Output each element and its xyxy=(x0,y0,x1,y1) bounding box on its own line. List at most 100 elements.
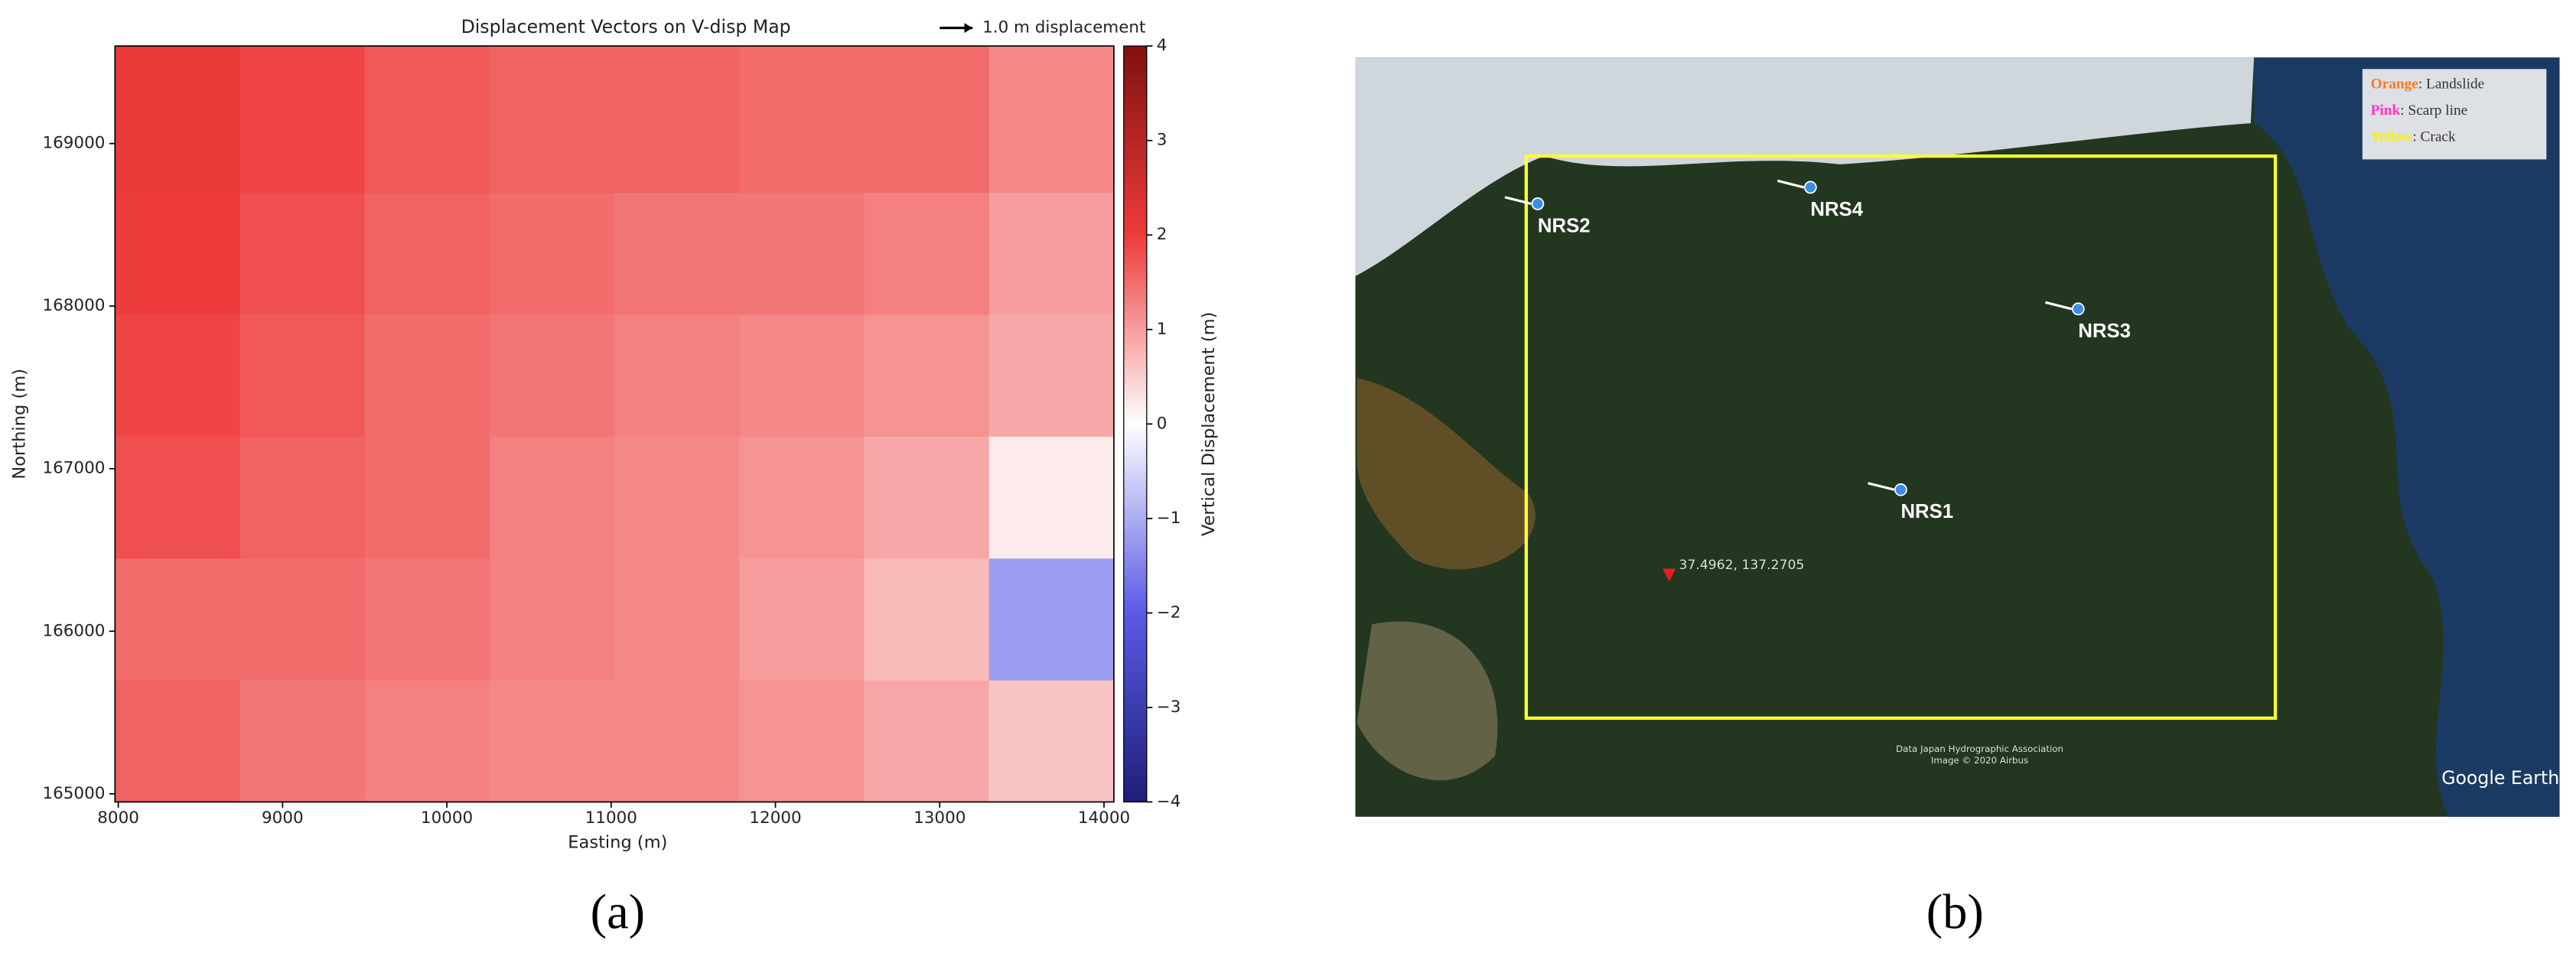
x-axis-label: Easting (m) xyxy=(568,833,667,853)
legend-key: Yellow xyxy=(2371,129,2413,145)
heatmap-cell xyxy=(988,46,1115,194)
x-tick-label: 10000 xyxy=(421,808,473,828)
heatmap-cell xyxy=(739,558,865,681)
heatmap-cell xyxy=(614,436,740,559)
colorbar-tick-label: −4 xyxy=(1157,792,1181,811)
heatmap-cell xyxy=(239,436,366,559)
colorbar-tick-label: 0 xyxy=(1157,414,1168,433)
heatmap-cell xyxy=(364,680,490,803)
colorbar-label: Vertical Displacement (m) xyxy=(1199,312,1219,536)
y-axis-label: Northing (m) xyxy=(9,369,29,480)
heatmap-cell xyxy=(739,192,865,315)
heatmap-cell xyxy=(739,314,865,437)
heatmap-cell xyxy=(364,46,490,194)
colorbar-tick-label: 2 xyxy=(1157,225,1168,244)
heatmap-cell xyxy=(239,314,366,437)
heatmap-cell xyxy=(115,192,241,315)
heatmap-cell xyxy=(489,314,615,437)
heatmap-cell xyxy=(115,314,241,437)
panel-b: Orange: Landslide Pink: Scarp line Yellow:… xyxy=(1355,57,2560,817)
colorbar-tick-label: −1 xyxy=(1157,509,1181,528)
sea-east xyxy=(2254,57,2560,817)
site-arrow xyxy=(1504,196,1532,205)
heatmap-cell xyxy=(864,192,990,315)
heatmap-cell xyxy=(489,46,615,194)
legend-key: Orange xyxy=(2371,76,2419,93)
site-label: NRS3 xyxy=(2078,320,2131,342)
landslide-area xyxy=(1356,378,1536,570)
heatmap-cell xyxy=(115,436,241,559)
map-legend-box xyxy=(2362,69,2547,160)
caption: (a) xyxy=(591,885,645,939)
legend-text: : Scarp line xyxy=(2400,103,2467,119)
colorbar-tick-label: −2 xyxy=(1157,603,1181,622)
heatmap-cell xyxy=(115,680,241,803)
study-area xyxy=(1524,154,2278,721)
heatmap-cell xyxy=(614,192,740,315)
chart-title: Displacement Vectors on V-disp Map xyxy=(461,16,791,37)
heatmap-cell xyxy=(239,680,366,803)
heatmap-cell xyxy=(115,558,241,681)
heatmap-cell xyxy=(614,558,740,681)
y-tick-label: 165000 xyxy=(42,784,105,803)
heatmap-cell xyxy=(239,192,366,315)
heatmap-cell xyxy=(614,46,740,194)
site-arrow xyxy=(2045,301,2073,311)
panel-a: Displacement Vectors on V-disp Map 1.0 m… xyxy=(9,16,1219,853)
heatmap-cell xyxy=(988,314,1115,437)
legend-key: Pink xyxy=(2371,103,2401,119)
map-legend-entry: Yellow: Crack xyxy=(2371,129,2456,145)
colorbar-tick-label: 4 xyxy=(1157,36,1168,55)
site-arrow xyxy=(1868,482,1895,491)
heatmap-cell xyxy=(115,46,241,194)
heatmap-cell xyxy=(364,436,490,559)
heatmap-cell xyxy=(988,680,1115,803)
heatmap-cell xyxy=(614,314,740,437)
sea-north xyxy=(1355,57,2255,276)
y-tick-label: 169000 xyxy=(42,134,105,153)
heatmap-cell xyxy=(239,46,366,194)
y-tick-label: 167000 xyxy=(42,459,105,478)
location-pin xyxy=(1663,568,1676,582)
heatmap-cell xyxy=(364,558,490,681)
x-tick-label: 13000 xyxy=(913,808,966,828)
colorbar-tick-label: 3 xyxy=(1157,131,1168,150)
site-marker xyxy=(1531,197,1545,210)
heatmap-cell xyxy=(489,192,615,315)
x-tick-label: 11000 xyxy=(585,808,637,828)
plot-frame xyxy=(114,45,1115,803)
heatmap-cell xyxy=(864,436,990,559)
y-tick-label: 166000 xyxy=(42,621,105,640)
key-label: 1.0 m displacement xyxy=(982,18,1145,37)
site-label: NRS4 xyxy=(1810,199,1863,220)
heatmap-cell xyxy=(364,314,490,437)
legend-text: : Crack xyxy=(2412,129,2456,145)
x-tick-label: 14000 xyxy=(1078,808,1130,828)
heatmap-cell xyxy=(364,192,490,315)
attribution: Data Japan Hydrographic Association xyxy=(1896,743,2063,754)
heatmap-cell xyxy=(864,46,990,194)
attribution: Image © 2020 Airbus xyxy=(1931,755,2028,766)
site-label: NRS1 xyxy=(1900,501,1953,522)
key-arrow-head xyxy=(964,23,973,33)
coordinates: 37.4962, 137.2705 xyxy=(1679,558,1805,573)
colorbar-tick-label: −3 xyxy=(1157,698,1181,717)
heatmap-cell xyxy=(988,558,1115,681)
field-area xyxy=(1356,621,1498,781)
heatmap-cell xyxy=(864,558,990,681)
caption: (b) xyxy=(1926,885,1984,939)
x-tick-label: 12000 xyxy=(749,808,801,828)
site-label: NRS2 xyxy=(1538,215,1591,236)
brand: Google Earth xyxy=(2441,767,2559,789)
site-marker xyxy=(2071,302,2085,316)
heatmap-cell xyxy=(739,46,865,194)
legend-text: : Landslide xyxy=(2418,76,2484,93)
heatmap-cell xyxy=(614,680,740,803)
colorbar xyxy=(1123,45,1148,803)
heatmap-cell xyxy=(988,436,1115,559)
heatmap-cell xyxy=(864,314,990,437)
heatmap-cell xyxy=(739,436,865,559)
heatmap-cell xyxy=(489,680,615,803)
x-tick-label: 9000 xyxy=(262,808,304,828)
